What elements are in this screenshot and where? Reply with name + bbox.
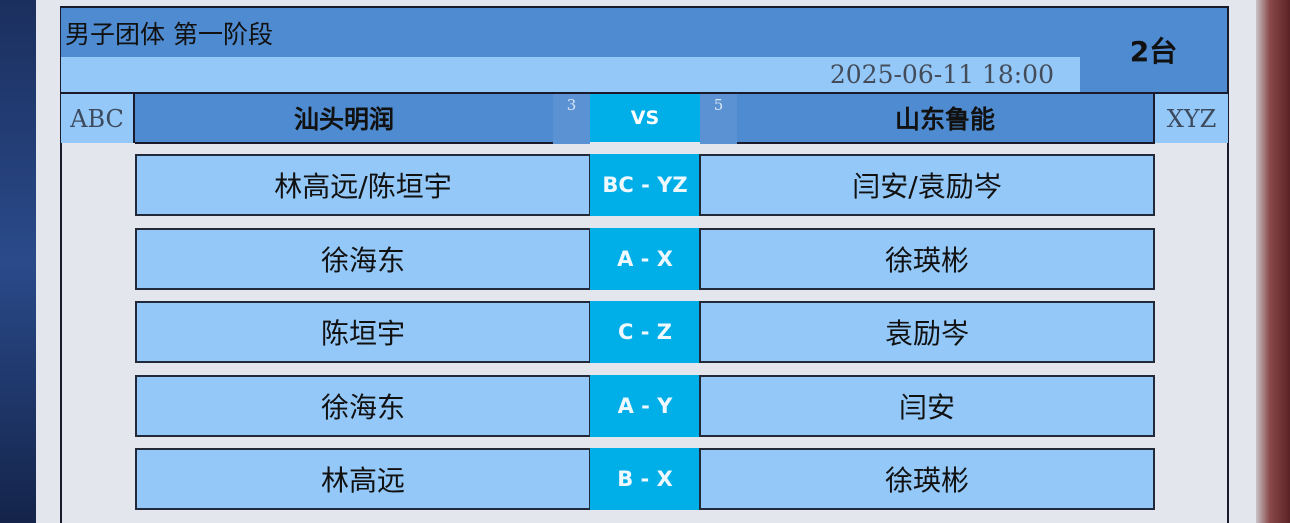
- match-right-player: 闫安: [699, 375, 1155, 437]
- left-team-score: 3: [553, 94, 590, 144]
- match-right-player: 袁励岑: [699, 301, 1155, 363]
- match-datetime: 2025-06-11 18:00: [61, 57, 1080, 92]
- match-left-player: 林高远: [135, 448, 591, 510]
- match-left-player: 陈垣宇: [135, 301, 591, 363]
- match-left-player: 徐海东: [135, 228, 591, 290]
- match-code: B - X: [590, 448, 700, 510]
- right-team-name: 山东鲁能: [737, 94, 1155, 144]
- match-code: BC - YZ: [590, 154, 700, 216]
- match-left-player: 徐海东: [135, 375, 591, 437]
- match-right-player: 徐瑛彬: [699, 228, 1155, 290]
- left-team-name: 汕头明润: [135, 94, 553, 144]
- table-number: 2台: [1080, 8, 1227, 92]
- left-team-code: ABC: [61, 94, 135, 143]
- divider: [61, 92, 1228, 94]
- right-team-code: XYZ: [1155, 94, 1228, 143]
- match-code: A - Y: [590, 375, 700, 437]
- match-code: A - X: [590, 228, 700, 290]
- match-right-player: 闫安/袁励岑: [699, 154, 1155, 216]
- event-title: 男子团体 第一阶段: [61, 8, 1080, 57]
- vs-label: VS: [590, 94, 700, 142]
- match-right-player: 徐瑛彬: [699, 448, 1155, 510]
- background-right: [1256, 0, 1290, 523]
- match-left-player: 林高远/陈垣宇: [135, 154, 591, 216]
- scoreboard-frame: [60, 6, 1229, 523]
- right-team-score: 5: [700, 94, 737, 144]
- background-left: [0, 0, 36, 523]
- match-code: C - Z: [590, 301, 700, 363]
